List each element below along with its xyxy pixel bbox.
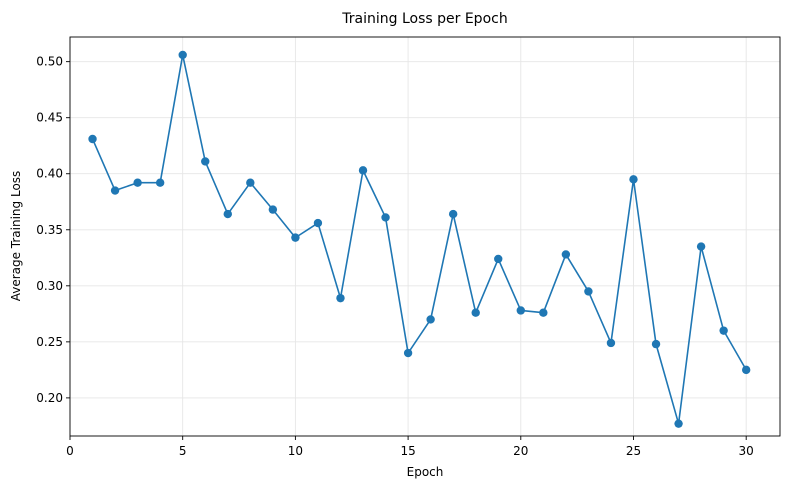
data-point-group xyxy=(88,50,751,428)
x-axis-label: Epoch xyxy=(407,465,444,479)
data-point xyxy=(606,338,616,348)
data-point xyxy=(471,308,480,317)
data-point xyxy=(133,178,142,187)
chart-title: Training Loss per Epoch xyxy=(341,11,507,27)
data-point xyxy=(494,254,503,264)
data-point xyxy=(516,306,525,315)
data-point xyxy=(313,218,323,228)
data-point xyxy=(584,287,593,296)
x-tick-label: 0 xyxy=(66,444,74,458)
data-point xyxy=(291,233,300,242)
data-point xyxy=(426,315,435,324)
data-point xyxy=(110,186,120,195)
x-axis-ticks: 0 5 10 15 20 25 30 xyxy=(66,436,754,458)
data-point xyxy=(719,326,728,335)
y-tick-label: 0.30 xyxy=(36,279,63,293)
x-tick-label: 25 xyxy=(626,444,641,458)
y-tick-label: 0.25 xyxy=(36,335,63,349)
data-point xyxy=(155,178,165,187)
x-tick-label: 5 xyxy=(179,444,187,458)
data-point xyxy=(381,213,390,222)
data-point xyxy=(223,209,232,219)
y-tick-label: 0.35 xyxy=(36,223,63,237)
data-point xyxy=(178,50,187,60)
x-tick-label: 15 xyxy=(400,444,415,458)
data-point xyxy=(403,348,413,358)
axes-frame xyxy=(69,36,781,437)
data-point xyxy=(741,365,751,375)
data-point xyxy=(201,157,210,166)
x-tick-label: 10 xyxy=(288,444,303,458)
data-point xyxy=(629,175,638,184)
data-point xyxy=(651,339,661,349)
y-tick-label: 0.50 xyxy=(36,55,63,69)
data-point xyxy=(539,308,548,317)
x-tick-label: 20 xyxy=(513,444,528,458)
data-point xyxy=(561,250,571,259)
data-point xyxy=(268,205,278,214)
series-line xyxy=(91,54,747,425)
y-tick-label: 0.45 xyxy=(36,111,63,125)
data-point xyxy=(358,166,368,175)
data-point xyxy=(336,293,345,303)
data-point xyxy=(448,209,458,219)
data-point xyxy=(88,134,97,144)
grid xyxy=(69,37,780,436)
y-tick-label: 0.40 xyxy=(36,167,63,181)
y-tick-label: 0.20 xyxy=(36,391,63,405)
y-axis-ticks: 0.20 0.25 0.30 0.35 0.40 0.45 0.50 xyxy=(36,55,70,405)
y-axis-label: Average Training Loss xyxy=(9,171,23,302)
x-tick-label: 30 xyxy=(739,444,754,458)
series-line-group xyxy=(91,54,747,425)
data-point xyxy=(674,419,683,428)
data-point xyxy=(246,178,255,187)
data-point xyxy=(696,242,706,251)
